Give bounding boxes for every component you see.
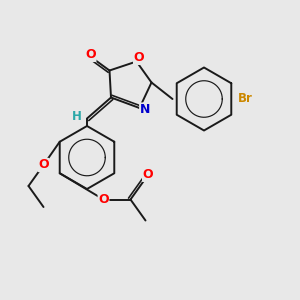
Text: O: O [85,48,96,62]
Text: Br: Br [238,92,253,106]
Text: O: O [38,158,49,172]
Text: O: O [134,51,144,64]
Text: H: H [72,110,81,123]
Text: O: O [142,168,153,182]
Text: N: N [140,103,150,116]
Text: O: O [98,193,109,206]
